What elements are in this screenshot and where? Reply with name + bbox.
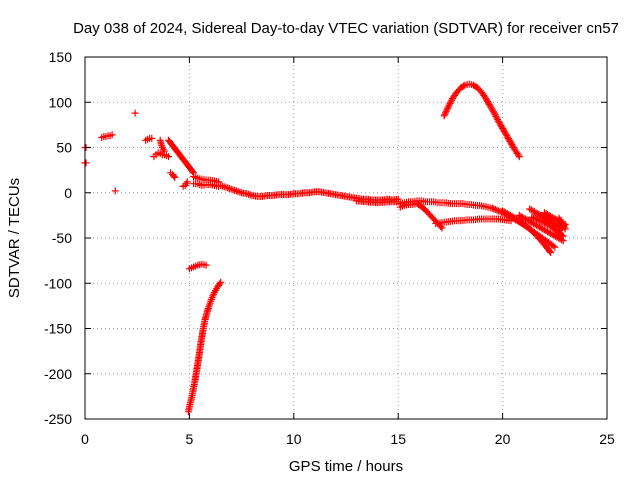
x-tick-label: 10: [286, 431, 302, 447]
data-point-markers: [185, 260, 210, 273]
x-tick-label: 25: [599, 431, 615, 447]
data-series-5: [142, 134, 156, 144]
data-point-markers: [190, 180, 223, 190]
data-point-markers: [98, 131, 116, 141]
data-point-markers: [111, 187, 119, 195]
data-series-3: [111, 187, 119, 195]
data-series-2: [98, 131, 116, 141]
data-series-22: [515, 211, 567, 245]
data-point-markers: [396, 200, 446, 232]
y-tick-label: 0: [64, 185, 72, 201]
tick-layer: [84, 56, 608, 420]
data-point-markers: [432, 215, 515, 227]
data-series-7: [156, 136, 168, 155]
data-point-markers: [515, 211, 567, 245]
data-point-markers: [142, 134, 156, 144]
data-series-16: [352, 197, 402, 207]
data-series-6: [150, 149, 172, 161]
data-series-18: [396, 200, 446, 232]
data-series-9: [165, 136, 198, 177]
y-tick-label: -250: [44, 411, 72, 427]
x-tick-label: 20: [495, 431, 511, 447]
data-point-markers: [167, 169, 179, 181]
data-point-markers: [352, 197, 402, 207]
x-axis-label: GPS time / hours: [289, 458, 403, 475]
y-tick-label: -200: [44, 366, 72, 382]
data-point-markers: [131, 109, 139, 117]
y-tick-label: 100: [49, 94, 73, 110]
y-tick-label: -100: [44, 275, 72, 291]
data-point-markers: [165, 136, 198, 177]
chart-title: Day 038 of 2024, Sidereal Day-to-day VTE…: [73, 20, 619, 37]
data-layer: [81, 80, 569, 416]
y-tick-label: -50: [52, 230, 72, 246]
data-point-markers: [156, 136, 168, 155]
data-point-markers: [526, 205, 565, 231]
x-tick-label: 5: [186, 431, 194, 447]
data-point-markers: [179, 178, 191, 190]
data-series-11: [190, 173, 223, 186]
data-series-14: [184, 278, 225, 416]
y-tick-label: 50: [56, 140, 72, 156]
y-tick-label: 150: [49, 49, 73, 65]
data-series-4: [131, 109, 139, 117]
y-axis-label: SDTVAR / TECUs: [6, 178, 23, 298]
data-point-markers: [440, 80, 523, 161]
data-series-8: [167, 169, 179, 181]
data-series-13: [185, 260, 210, 273]
x-tick-label: 15: [390, 431, 406, 447]
y-tick-label: -150: [44, 321, 72, 337]
grid-layer: [85, 57, 607, 419]
data-series-12: [190, 180, 223, 190]
data-point-markers: [150, 149, 172, 161]
data-point-markers: [190, 173, 223, 186]
data-series-21: [499, 207, 555, 256]
data-series-27: [553, 220, 569, 237]
data-series-19: [432, 215, 515, 227]
data-point-markers: [499, 207, 555, 256]
data-series-28: [440, 80, 523, 161]
data-series-10: [179, 178, 191, 190]
data-point-markers: [184, 278, 225, 416]
tick-label-layer: 0 5 10 15 20 25 150 100 50 0 -50 -100 -150 -200 -250: [44, 49, 615, 447]
data-point-markers: [553, 220, 569, 237]
data-series-23: [526, 205, 565, 231]
x-tick-label: 0: [81, 431, 89, 447]
